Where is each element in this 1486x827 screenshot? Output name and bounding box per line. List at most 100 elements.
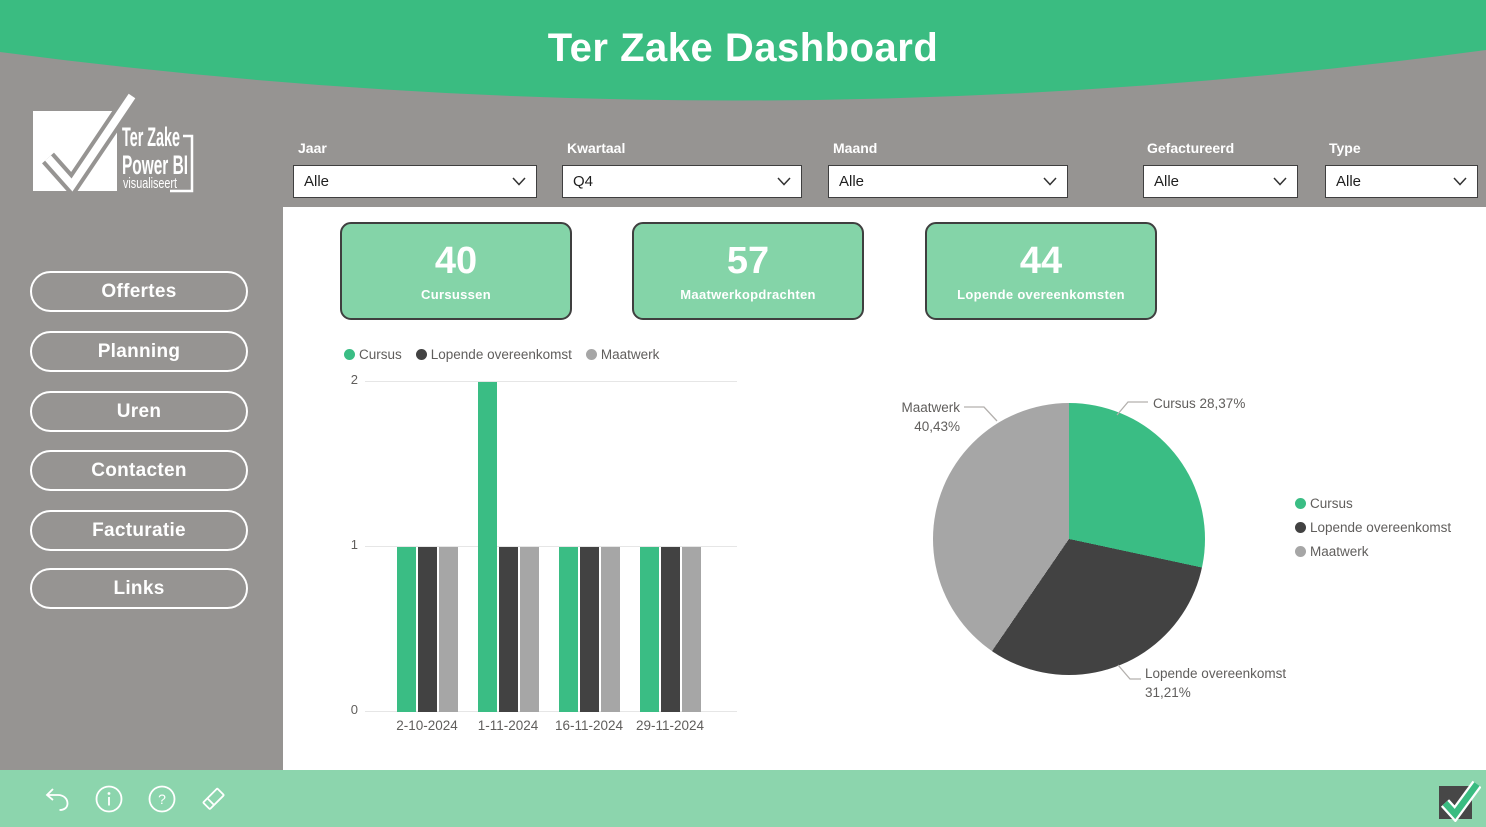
- sidebar-item-uren[interactable]: Uren: [30, 391, 248, 432]
- sidebar-item-planning[interactable]: Planning: [30, 331, 248, 372]
- pie-label-name: Maatwerk: [901, 400, 960, 415]
- kpi-label: Maatwerkopdrachten: [680, 287, 816, 302]
- help-icon[interactable]: ?: [147, 784, 177, 814]
- pie-chart[interactable]: [933, 403, 1205, 675]
- logo-text-line2: Power BI: [122, 150, 188, 180]
- filter-dropdown-maand[interactable]: Alle: [828, 165, 1068, 198]
- legend-item[interactable]: Cursus: [1295, 496, 1451, 511]
- sidebar-item-contacten[interactable]: Contacten: [30, 450, 248, 491]
- x-axis-label: 16-11-2024: [554, 718, 624, 733]
- legend-label: Cursus: [1310, 496, 1353, 511]
- eraser-icon[interactable]: [198, 784, 228, 814]
- bar-cursus[interactable]: [478, 382, 497, 712]
- pie-label-cursus: Cursus 28,37%: [1153, 394, 1245, 413]
- bar-lopende-overeenkomst[interactable]: [418, 547, 437, 712]
- filter-value-kwartaal: Q4: [573, 173, 594, 190]
- filter-dropdown-jaar[interactable]: Alle: [293, 165, 537, 198]
- legend-item[interactable]: Lopende overeenkomst: [415, 346, 572, 362]
- bottom-bar: [0, 770, 1486, 827]
- kpi-card-maatwerkopdrachten[interactable]: 57 Maatwerkopdrachten: [632, 222, 864, 320]
- logo-bracket: [170, 134, 194, 193]
- legend-dot-icon: [415, 348, 427, 360]
- bar-lopende-overeenkomst[interactable]: [661, 547, 680, 712]
- filter-label-jaar: Jaar: [298, 140, 327, 156]
- logo-check-icon: [45, 93, 136, 192]
- chevron-down-icon: [777, 177, 791, 186]
- filter-dropdown-kwartaal[interactable]: Q4: [562, 165, 802, 198]
- terzake-corner-logo: [1439, 780, 1481, 822]
- terzake-logo: Ter Zake Power BI visualiseert: [33, 91, 194, 199]
- pie-label-maatwerk: Maatwerk 40,43%: [878, 398, 960, 436]
- bar-group: [478, 382, 539, 712]
- pie-chart-legend: Cursus Lopende overeenkomst Maatwerk: [1295, 496, 1451, 559]
- legend-dot-icon: [1295, 546, 1306, 557]
- pie-label-pct: 31,21%: [1145, 685, 1191, 700]
- kpi-card-lopende-overeenkomsten[interactable]: 44 Lopende overeenkomsten: [925, 222, 1157, 320]
- legend-dot-icon: [1295, 498, 1306, 509]
- kpi-label: Cursussen: [421, 287, 491, 302]
- chevron-down-icon: [1453, 177, 1467, 186]
- legend-label: Lopende overeenkomst: [430, 346, 572, 362]
- filter-dropdown-gefactureerd[interactable]: Alle: [1143, 165, 1298, 198]
- gridline: [365, 381, 737, 382]
- legend-dot-icon: [585, 348, 597, 360]
- filter-label-kwartaal: Kwartaal: [567, 140, 626, 156]
- logo-text-line1: Ter Zake: [122, 122, 180, 152]
- y-axis-label: 0: [350, 702, 358, 717]
- pie-label-name: Cursus: [1153, 396, 1196, 411]
- kpi-value: 40: [434, 240, 478, 282]
- kpi-value: 57: [726, 240, 770, 282]
- sidebar-item-offertes[interactable]: Offertes: [30, 271, 248, 312]
- bar-cursus[interactable]: [640, 547, 659, 712]
- filter-label-gefactureerd: Gefactureerd: [1147, 140, 1235, 156]
- bar-maatwerk[interactable]: [520, 547, 539, 712]
- filter-value-maand: Alle: [839, 173, 865, 190]
- legend-label: Maatwerk: [1310, 544, 1369, 559]
- x-axis-label: 29-11-2024: [635, 718, 705, 733]
- chevron-down-icon: [512, 177, 526, 186]
- bar-chart-legend: Cursus Lopende overeenkomst Maatwerk: [344, 344, 740, 364]
- legend-item[interactable]: Cursus: [344, 347, 402, 362]
- bar-maatwerk[interactable]: [682, 547, 701, 712]
- bar-maatwerk[interactable]: [601, 547, 620, 712]
- bar-cursus[interactable]: [397, 547, 416, 712]
- pie-label-pct: 28,37%: [1199, 396, 1246, 411]
- filter-label-type: Type: [1329, 140, 1361, 156]
- filter-label-maand: Maand: [833, 140, 878, 156]
- x-axis-label: 2-10-2024: [396, 718, 458, 733]
- bar-lopende-overeenkomst[interactable]: [580, 547, 599, 712]
- legend-dot-icon: [1295, 522, 1306, 533]
- legend-item[interactable]: Lopende overeenkomst: [1295, 520, 1451, 535]
- legend-label: Maatwerk: [600, 346, 660, 362]
- bar-group: [640, 547, 701, 712]
- info-icon[interactable]: [94, 784, 124, 814]
- logo-text-line3: visualiseert: [123, 175, 178, 192]
- bar-lopende-overeenkomst[interactable]: [499, 547, 518, 712]
- svg-text:?: ?: [158, 791, 166, 807]
- kpi-card-cursussen[interactable]: 40 Cursussen: [340, 222, 572, 320]
- x-axis-line: [365, 711, 737, 712]
- pie-label-name: Lopende overeenkomst: [1145, 666, 1287, 681]
- kpi-label: Lopende overeenkomsten: [957, 287, 1125, 302]
- bar-cursus[interactable]: [559, 547, 578, 712]
- kpi-value: 44: [1019, 240, 1063, 282]
- legend-dot-icon: [344, 348, 355, 360]
- y-axis-label: 1: [350, 537, 358, 552]
- legend-label: Lopende overeenkomst: [1310, 520, 1452, 535]
- sidebar-item-facturatie[interactable]: Facturatie: [30, 510, 248, 551]
- bar-group: [397, 547, 458, 712]
- gridline: [365, 546, 737, 547]
- chevron-down-icon: [1273, 177, 1287, 186]
- bar-chart: Cursus Lopende overeenkomst Maatwerk 2-10-…: [340, 344, 740, 746]
- undo-icon[interactable]: [42, 784, 72, 814]
- filter-dropdown-type[interactable]: Alle: [1325, 165, 1478, 198]
- page-title: Ter Zake Dashboard: [547, 26, 939, 70]
- filter-value-type: Alle: [1336, 173, 1362, 190]
- bar-maatwerk[interactable]: [439, 547, 458, 712]
- filter-value-gefactureerd: Alle: [1154, 173, 1180, 190]
- legend-item[interactable]: Maatwerk: [585, 346, 660, 362]
- sidebar-item-links[interactable]: Links: [30, 568, 248, 609]
- pie-label-pct: 40,43%: [914, 419, 960, 434]
- chevron-down-icon: [1043, 177, 1057, 186]
- legend-item[interactable]: Maatwerk: [1295, 544, 1451, 559]
